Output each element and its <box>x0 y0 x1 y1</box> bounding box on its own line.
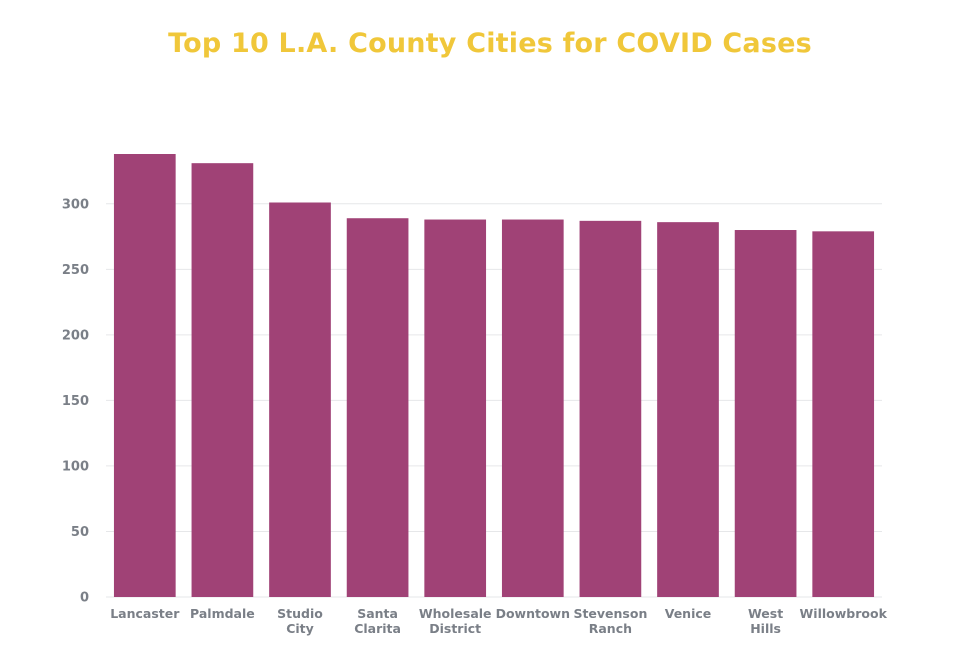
x-category-label: Willowbrook <box>800 606 888 621</box>
bar <box>501 219 564 598</box>
y-tick-label: 250 <box>62 263 89 278</box>
x-category-label: Palmdale <box>190 606 255 621</box>
bar <box>113 154 176 597</box>
bars <box>113 154 875 598</box>
y-tick-label: 0 <box>80 591 89 606</box>
x-category-label: West Hills <box>748 606 783 636</box>
chart-title: Top 10 L.A. County Cities for COVID Case… <box>168 28 812 59</box>
x-category-label: Santa Clarita <box>354 606 401 636</box>
x-axis-labels: Lancaster Palmdale Studio City Santa Clarita W… <box>110 606 887 636</box>
x-category-label: Downtown <box>496 606 570 621</box>
bar <box>346 218 409 597</box>
bar <box>579 220 642 597</box>
x-category-label: Wholesale District <box>419 606 492 636</box>
x-category-label: Stevenson Ranch <box>573 606 647 636</box>
bar <box>269 202 331 597</box>
x-category-label: Venice <box>665 606 712 621</box>
bar <box>191 163 254 597</box>
y-tick-label: 100 <box>62 459 89 474</box>
bar <box>812 231 875 597</box>
y-tick-label: 150 <box>62 394 89 409</box>
y-tick-label: 200 <box>62 328 89 343</box>
bar <box>657 222 719 597</box>
y-tick-label: 50 <box>71 525 89 540</box>
bar <box>734 230 797 597</box>
bar <box>424 219 487 598</box>
x-category-label: Studio City <box>277 606 323 636</box>
y-tick-label: 300 <box>62 197 89 212</box>
y-axis-ticks: 0 50 100 150 200 250 300 <box>62 197 89 605</box>
x-category-label: Lancaster <box>110 606 180 621</box>
